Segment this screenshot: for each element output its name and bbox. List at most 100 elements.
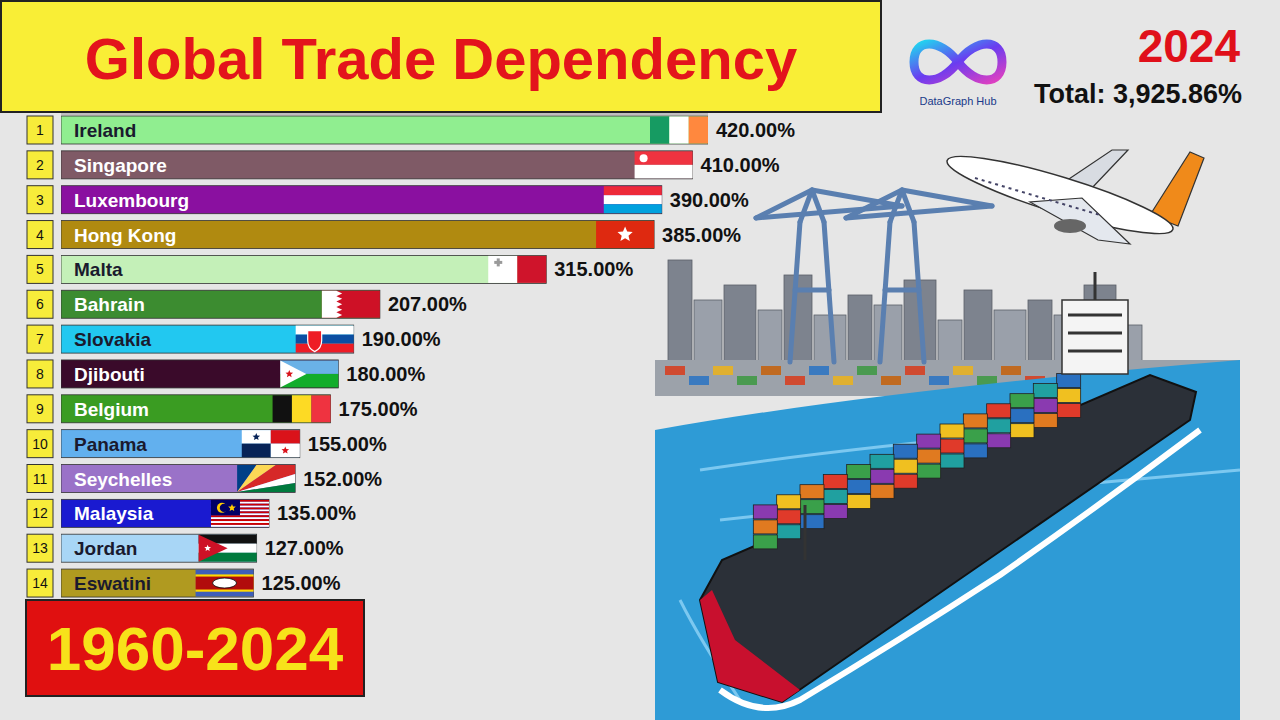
rank: 11: [33, 471, 48, 487]
container: [800, 485, 824, 499]
flag-part: [635, 165, 693, 179]
container: [870, 454, 894, 468]
container: [1057, 403, 1081, 417]
bar: [61, 465, 295, 493]
plane-engine: [1054, 219, 1086, 233]
container: [940, 439, 964, 453]
dock-container: [857, 366, 877, 375]
bar: [61, 569, 254, 597]
container: [963, 444, 987, 458]
rank-box: [27, 499, 53, 527]
ship-hull: [700, 375, 1196, 702]
rank-box: [27, 186, 53, 214]
flag-part: [242, 430, 271, 444]
category-label: Panama: [74, 434, 147, 455]
dock-container: [761, 366, 781, 375]
rank: 10: [32, 436, 48, 452]
rank: 7: [36, 331, 44, 347]
container: [847, 464, 871, 478]
flag-part: [488, 256, 517, 283]
flag-part: [640, 154, 648, 162]
value-label: 155.00%: [308, 433, 387, 455]
rank: 6: [36, 296, 44, 312]
container: [870, 484, 894, 498]
flag-part: [322, 291, 380, 318]
flag-part: [204, 545, 211, 551]
rank-box: [27, 360, 53, 388]
category-label: Ireland: [74, 120, 136, 141]
rank: 3: [36, 192, 44, 208]
rank-box: [27, 395, 53, 423]
container: [1010, 424, 1034, 438]
flag-part: [211, 525, 269, 527]
value-label: 420.00%: [716, 119, 795, 141]
value-label: 175.00%: [339, 398, 418, 420]
building: [724, 285, 756, 370]
container: [870, 469, 894, 483]
container: [823, 475, 847, 489]
flag-part: [211, 515, 269, 517]
flag-part: [213, 578, 237, 588]
dock-container: [1001, 366, 1021, 375]
value-axis: [61, 114, 708, 115]
period: 1960-2024: [47, 614, 344, 683]
flag-part: [322, 291, 342, 318]
flag-part: [271, 444, 300, 458]
flag: [488, 256, 546, 283]
crane: [812, 190, 824, 222]
flag: [237, 465, 295, 492]
category-label: Luxembourg: [74, 190, 189, 211]
value-label: 315.00%: [554, 258, 633, 280]
background: [0, 0, 1280, 720]
flag-part: [237, 483, 295, 492]
bar: [61, 151, 693, 179]
container: [1033, 384, 1057, 398]
rank: 4: [36, 227, 44, 243]
building: [848, 295, 872, 370]
bar: [61, 290, 380, 318]
category-label: Seychelles: [74, 469, 172, 490]
container: [1057, 373, 1081, 387]
rank-box: [27, 465, 53, 493]
value-label: 152.00%: [303, 468, 382, 490]
flag-part: [211, 517, 269, 519]
bar: [61, 186, 662, 214]
category-label: Hong Kong: [74, 225, 176, 246]
title-box: [1, 1, 881, 112]
category-label: Slovakia: [74, 329, 152, 350]
container: [917, 434, 941, 448]
container: [777, 510, 801, 524]
flag: [296, 326, 354, 353]
value-label: 207.00%: [388, 293, 467, 315]
category-label: Belgium: [74, 399, 149, 420]
container: [963, 414, 987, 428]
flag-part: [196, 577, 254, 590]
flag: [650, 117, 708, 144]
rank: 13: [32, 540, 48, 556]
building: [694, 300, 722, 370]
container: [1010, 409, 1034, 423]
flag-part: [228, 504, 236, 511]
dock-container: [833, 376, 853, 385]
flag-part: [199, 535, 228, 562]
crane: [756, 190, 812, 218]
container: [847, 494, 871, 508]
flag-part: [253, 433, 261, 440]
bridge-window: [1068, 314, 1122, 317]
category-label: Djibouti: [74, 364, 145, 385]
flag: [596, 221, 654, 248]
plane-windows: [975, 178, 1100, 215]
plane-wing: [1030, 198, 1130, 244]
dock-container: [929, 376, 949, 385]
logo: [914, 44, 1002, 80]
dock-container: [713, 366, 733, 375]
flag: [604, 186, 662, 213]
category-label: Jordan: [74, 538, 137, 559]
container: [1057, 388, 1081, 402]
container: [940, 424, 964, 438]
container: [1010, 394, 1034, 408]
crane: [795, 288, 829, 293]
plane-body: [942, 143, 1178, 246]
bar: [61, 116, 708, 144]
value-label: 180.00%: [346, 363, 425, 385]
